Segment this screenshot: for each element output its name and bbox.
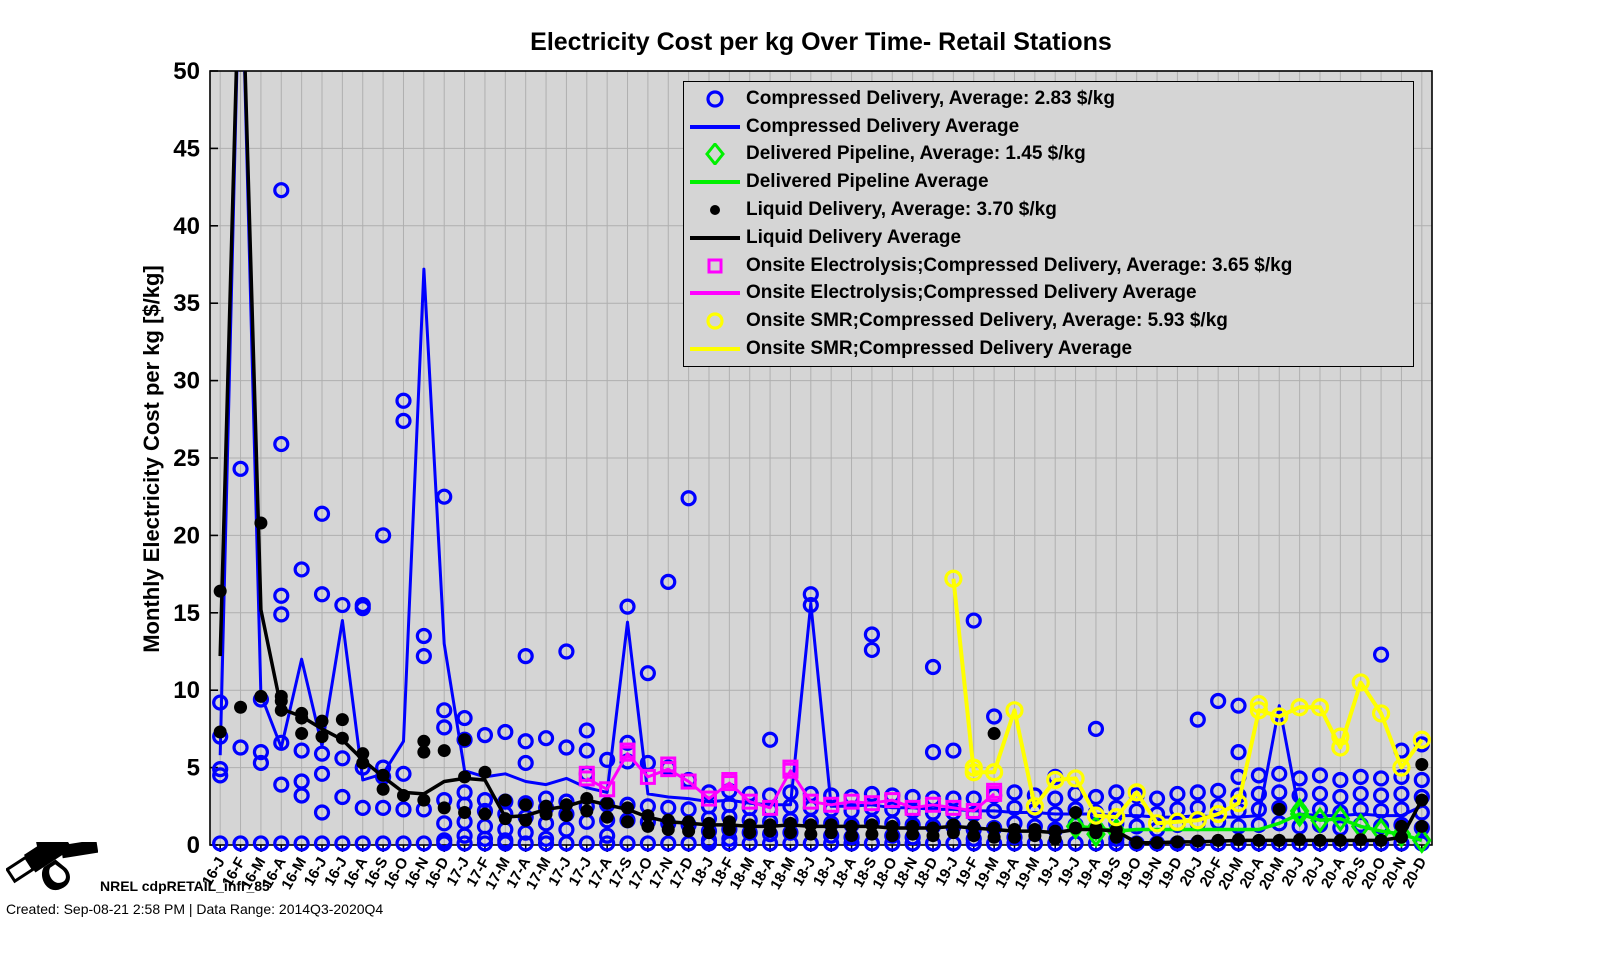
legend-swatch (684, 338, 746, 360)
legend-row: Liquid Delivery Average (684, 225, 1413, 251)
legend-swatch (684, 88, 746, 110)
legend-label: Onsite Electrolysis;Compressed Delivery,… (746, 254, 1293, 276)
legend-row: Onsite SMR;Compressed Delivery, Average:… (684, 308, 1413, 334)
legend-line-swatch (690, 291, 740, 296)
legend-line-swatch (690, 180, 740, 185)
legend-swatch (684, 282, 746, 304)
series-line-onsite-electrolysis-compressed-delivery-average (586, 752, 996, 813)
legend-diamond-swatch (705, 143, 725, 166)
legend-line-swatch (690, 124, 740, 129)
legend-label: Onsite SMR;Compressed Delivery Average (746, 338, 1133, 360)
legend-circle-swatch (706, 312, 724, 330)
legend-dot-swatch (710, 205, 720, 216)
legend-label: Compressed Delivery Average (746, 115, 1020, 137)
footer-product-label: NREL cdpRETAIL_infr_85 (100, 878, 270, 894)
legend-swatch (684, 116, 746, 138)
svg-text:50: 50 (173, 58, 200, 85)
svg-text:15: 15 (173, 600, 200, 627)
legend-circle-swatch (706, 90, 724, 108)
x-tick-labels: 16-J16-F16-M16-A16-M16-J16-J16-A16-S16-O… (199, 854, 1430, 892)
footer-created-label: Created: Sep-08-21 2:58 PM | Data Range:… (6, 901, 384, 917)
svg-text:40: 40 (173, 213, 200, 240)
series-line-liquid-delivery-average (218, 71, 1424, 845)
legend-row: Compressed Delivery Average (684, 114, 1413, 140)
y-axis-label: Monthly Electricity Cost per kg [$/kg] (139, 265, 164, 653)
legend-row: Onsite Electrolysis;Compressed Delivery … (684, 280, 1413, 306)
legend-line-swatch (690, 347, 740, 352)
legend-swatch (684, 310, 746, 332)
svg-text:30: 30 (173, 368, 200, 395)
legend-row: Compressed Delivery, Average: 2.83 $/kg (684, 86, 1413, 112)
svg-text:5: 5 (187, 755, 200, 782)
svg-text:20: 20 (173, 522, 200, 549)
svg-text:10: 10 (173, 677, 200, 704)
series-line-onsite-smr-compressed-delivery-average (951, 578, 1424, 826)
legend-swatch (684, 255, 746, 277)
legend-swatch (684, 199, 746, 221)
legend-row: Liquid Delivery, Average: 3.70 $/kg (684, 197, 1413, 223)
legend-row: Delivered Pipeline, Average: 1.45 $/kg (684, 141, 1413, 167)
legend-label: Onsite Electrolysis;Compressed Delivery … (746, 282, 1197, 304)
y-tick-labels: 0 5 10 15 20 25 30 35 40 45 50 (173, 58, 200, 859)
chart-title: Electricity Cost per kg Over Time- Retai… (530, 28, 1112, 56)
legend-row: Onsite Electrolysis;Compressed Delivery,… (684, 253, 1413, 279)
legend-label: Delivered Pipeline Average (746, 171, 989, 193)
series-line-delivered-pipeline-average (1075, 812, 1423, 843)
svg-text:35: 35 (173, 290, 200, 317)
legend-label: Liquid Delivery Average (746, 226, 962, 248)
legend-line-swatch (690, 235, 740, 240)
legend-row: Delivered Pipeline Average (684, 169, 1413, 195)
series-line-compressed-delivery-average (218, 71, 1423, 819)
svg-text:45: 45 (173, 135, 200, 162)
legend-label: Onsite SMR;Compressed Delivery, Average:… (746, 310, 1228, 332)
legend-swatch (684, 227, 746, 249)
svg-text:25: 25 (173, 445, 200, 472)
legend-label: Liquid Delivery, Average: 3.70 $/kg (746, 199, 1057, 221)
gas-pump-icon (6, 842, 98, 891)
legend-label: Compressed Delivery, Average: 2.83 $/kg (746, 87, 1115, 109)
legend-row: Onsite SMR;Compressed Delivery Average (684, 336, 1413, 362)
legend-box: Compressed Delivery, Average: 2.83 $/kg C… (683, 81, 1414, 367)
legend-swatch (684, 171, 746, 193)
legend-swatch (684, 143, 746, 166)
legend-square-swatch (707, 258, 723, 274)
legend-label: Delivered Pipeline, Average: 1.45 $/kg (746, 143, 1086, 165)
svg-text:0: 0 (187, 832, 200, 859)
